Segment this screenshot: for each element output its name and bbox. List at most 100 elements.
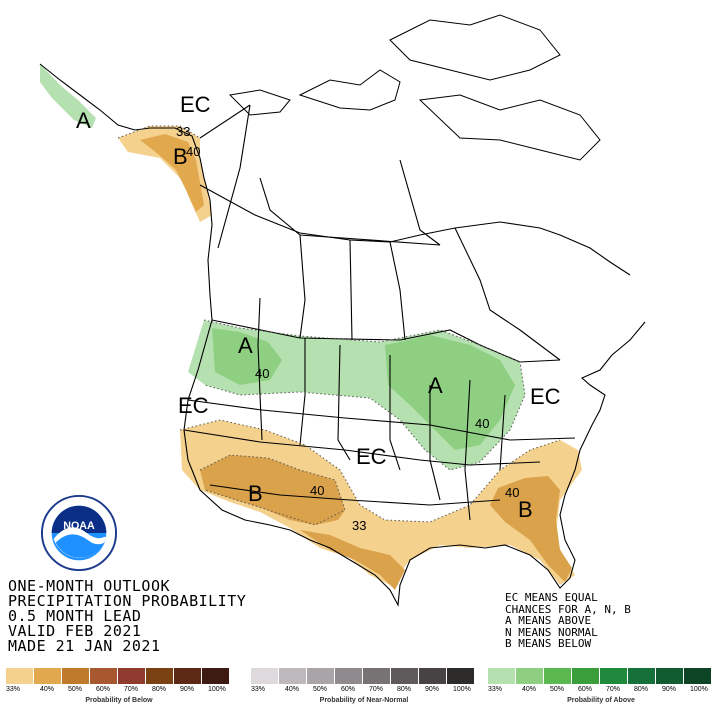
scale-tick-label: 33% — [251, 686, 266, 693]
scale-swatch — [488, 668, 516, 684]
noaa-logo-text: NOAA — [63, 520, 95, 532]
scale-swatch — [600, 668, 628, 684]
scale-swatch — [34, 668, 62, 684]
scale-ticks: 33% 40% 50% 60% 70% 80% 90% 100% — [6, 684, 232, 696]
scale-swatch — [251, 668, 279, 684]
alaska-above-area — [40, 64, 96, 128]
scale-swatch — [90, 668, 118, 684]
scale-swatch — [335, 668, 363, 684]
scale-swatch — [6, 668, 34, 684]
legend-line-1: EC MEANS EQUAL — [505, 591, 598, 604]
scale-swatch — [419, 668, 447, 684]
above-scale: 33% 40% 50% 60% 70% 80% 90% 100% Probability of … — [488, 668, 714, 706]
scale-swatch — [118, 668, 146, 684]
label-ec-alaska: EC — [180, 92, 211, 117]
label-a-northwest: A — [238, 333, 253, 358]
label-ec-west: EC — [178, 393, 209, 418]
scale-tick-label: 60% — [341, 686, 356, 693]
scale-swatches — [488, 668, 714, 684]
northwest-above-area-40 — [212, 328, 282, 385]
scale-swatches — [6, 668, 232, 684]
scale-swatch — [656, 668, 684, 684]
label-b-alaska: B — [173, 144, 188, 169]
scale-tick-label: 80% — [634, 686, 649, 693]
label-a-alaska: A — [76, 108, 91, 133]
arctic-islands — [228, 14, 601, 161]
category-legend: EC MEANS EQUAL CHANCES FOR A, N, B A MEA… — [505, 592, 631, 650]
scale-tick-label: 100% — [690, 686, 708, 693]
title-line-3: 0.5 MONTH LEAD — [8, 607, 142, 625]
alaska-below-area-40 — [140, 134, 204, 212]
scale-tick-label: 100% — [453, 686, 471, 693]
scale-tick-label: 50% — [550, 686, 565, 693]
scale-tick-label: 80% — [152, 686, 167, 693]
outlook-title: ONE-MONTH OUTLOOK PRECIPITATION PROBABIL… — [8, 579, 246, 654]
south-below-area-33 — [180, 420, 582, 585]
label-b-southeast: B — [518, 497, 533, 522]
legend-line-5: B MEANS BELOW — [505, 637, 592, 650]
scale-swatch — [628, 668, 656, 684]
scale-name: Probability of Above — [567, 697, 635, 704]
scale-tick-label: 33% — [488, 686, 503, 693]
scale-tick-label: 70% — [369, 686, 384, 693]
scale-name: Probability of Near-Normal — [319, 697, 409, 704]
scale-tick-label: 70% — [606, 686, 621, 693]
title-line-2: PRECIPITATION PROBABILITY — [8, 592, 247, 610]
near-normal-scale: 33% 40% 50% 60% 70% 80% 90% 100% Probability of … — [251, 668, 477, 706]
scale-swatch — [202, 668, 230, 684]
label-40-southwest: 40 — [310, 483, 324, 498]
label-b-southwest: B — [248, 481, 263, 506]
scale-tick-label: 60% — [578, 686, 593, 693]
boundaries — [39, 63, 646, 607]
southwest-below-area-40 — [200, 455, 345, 525]
label-33-alaska: 33 — [176, 124, 190, 139]
label-40-southeast: 40 — [505, 485, 519, 500]
scale-tick-label: 90% — [662, 686, 677, 693]
title-line-1: ONE-MONTH OUTLOOK — [8, 577, 171, 595]
legend-line-4: N MEANS NORMAL — [505, 625, 598, 639]
legend-line-3: A MEANS ABOVE — [505, 614, 592, 627]
scale-tick-label: 50% — [313, 686, 328, 693]
scale-ticks: 33% 40% 50% 60% 70% 80% 90% 100% — [488, 684, 714, 696]
label-ec-east: EC — [530, 384, 561, 409]
scale-swatch — [174, 668, 202, 684]
midwest-above-area-40 — [385, 335, 515, 450]
label-33-south: 33 — [352, 518, 366, 533]
scale-swatch — [279, 668, 307, 684]
scale-swatch — [447, 668, 475, 684]
scale-tick-label: 90% — [425, 686, 440, 693]
label-40-northwest: 40 — [255, 366, 269, 381]
southeast-below-area-40 — [490, 476, 572, 582]
scale-swatch — [62, 668, 90, 684]
contours — [117, 125, 561, 526]
scale-tick-label: 50% — [68, 686, 83, 693]
gulf-below-area-40 — [300, 530, 405, 590]
scale-swatch — [572, 668, 600, 684]
scale-swatch — [307, 668, 335, 684]
scale-tick-label: 33% — [6, 686, 21, 693]
title-line-5: MADE 21 JAN 2021 — [8, 637, 161, 655]
scale-swatch — [146, 668, 174, 684]
below-scale: 33% 40% 50% 60% 70% 80% 90% 100% Probability of … — [6, 668, 232, 706]
scale-tick-label: 100% — [208, 686, 226, 693]
title-line-4: VALID FEB 2021 — [8, 622, 142, 640]
scale-tick-label: 40% — [522, 686, 537, 693]
label-40-midwest: 40 — [475, 416, 489, 431]
scale-swatch — [516, 668, 544, 684]
scale-tick-label: 60% — [96, 686, 111, 693]
scale-tick-label: 40% — [40, 686, 55, 693]
scale-ticks: 33% 40% 50% 60% 70% 80% 90% 100% — [251, 684, 477, 696]
label-a-midwest: A — [428, 373, 443, 398]
scale-swatch — [363, 668, 391, 684]
scale-swatch — [684, 668, 712, 684]
scale-tick-label: 70% — [124, 686, 139, 693]
noaa-logo: NOAA — [40, 494, 118, 572]
scale-name: Probability of Below — [85, 697, 153, 704]
scale-tick-label: 90% — [180, 686, 195, 693]
label-40-alaska: 40 — [186, 144, 200, 159]
legend-line-2: CHANCES FOR A, N, B — [505, 602, 631, 616]
scale-tick-label: 40% — [285, 686, 300, 693]
label-ec-central: EC — [356, 444, 387, 469]
scale-swatch — [544, 668, 572, 684]
